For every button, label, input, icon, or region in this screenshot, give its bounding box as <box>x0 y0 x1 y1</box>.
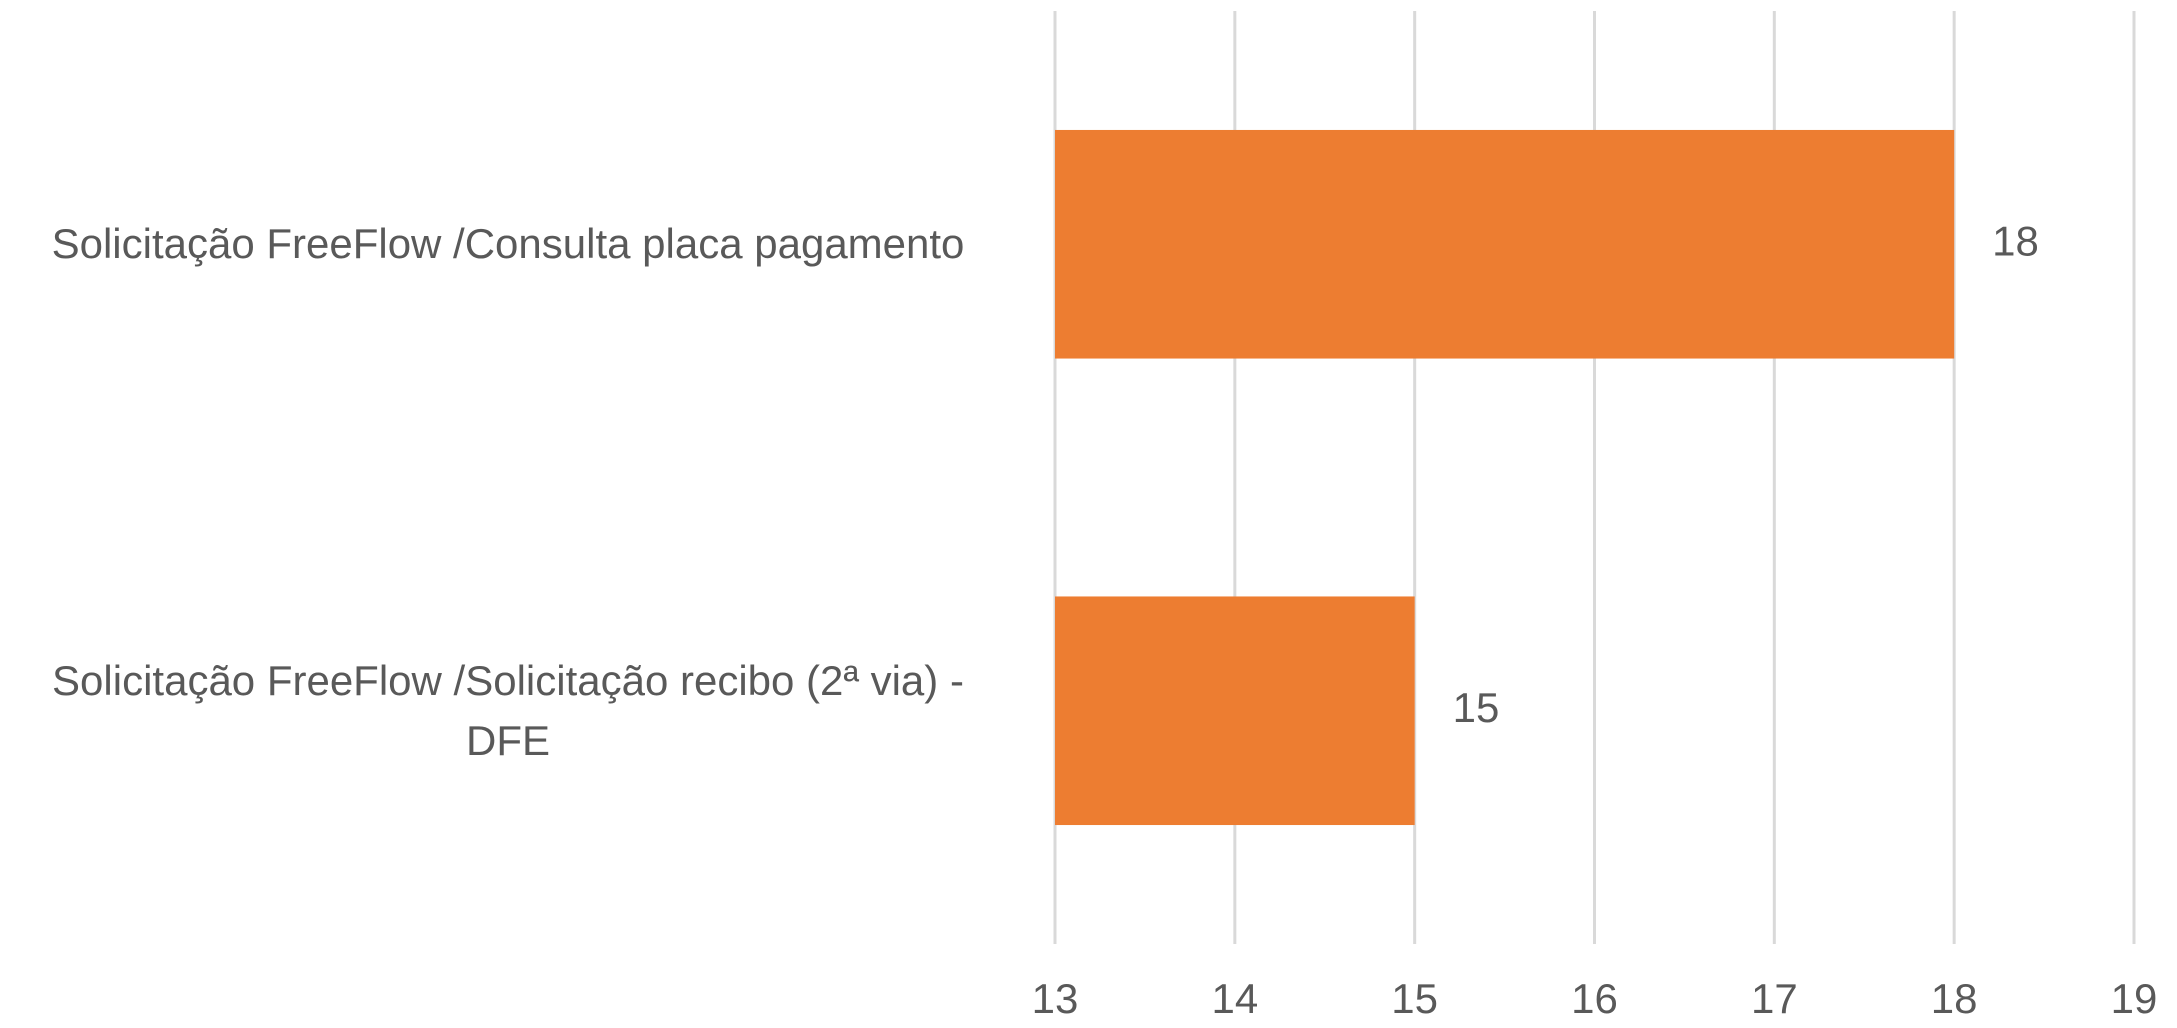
y-tick-label: Solicitação FreeFlow /Consulta placa pag… <box>51 220 965 268</box>
x-tick-label: 18 <box>1931 975 1978 1022</box>
data-label: 15 <box>1453 684 1500 731</box>
x-tick-label: 13 <box>1032 975 1079 1022</box>
x-tick-label: 15 <box>1391 975 1438 1022</box>
x-tick-label: 16 <box>1571 975 1618 1022</box>
bar <box>1055 129 1955 359</box>
x-tick-label: 14 <box>1211 975 1258 1022</box>
x-tick-label: 19 <box>2111 975 2158 1022</box>
bar <box>1055 596 1415 826</box>
y-tick-label: Solicitação FreeFlow /Solicitação recibo… <box>52 656 964 764</box>
x-tick-label: 17 <box>1751 975 1798 1022</box>
data-label: 18 <box>1992 217 2039 264</box>
